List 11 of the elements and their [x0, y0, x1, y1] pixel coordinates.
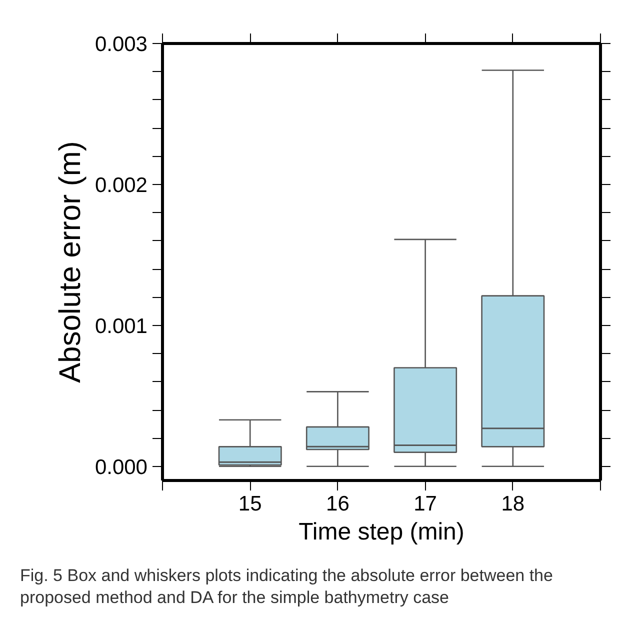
y-axis-title: Absolute error (m) [54, 141, 87, 383]
x-tick-label: 16 [326, 492, 350, 516]
y-tick-label: 0.002 [94, 174, 148, 197]
x-tick-label: 17 [414, 492, 437, 516]
y-tick-label: 0.003 [94, 33, 148, 56]
caption: Fig. 5 Box and whiskers plots indicating the absolute error between the proposed method and DA for the simple bathymetry case [20, 565, 554, 610]
x-tick-label: 18 [501, 492, 525, 516]
x-axis-title: Time step (min) [298, 518, 464, 546]
x-tick-label: 15 [238, 492, 262, 516]
y-tick-label: 0.001 [94, 314, 148, 338]
y-tick-label: 0.000 [94, 456, 148, 479]
